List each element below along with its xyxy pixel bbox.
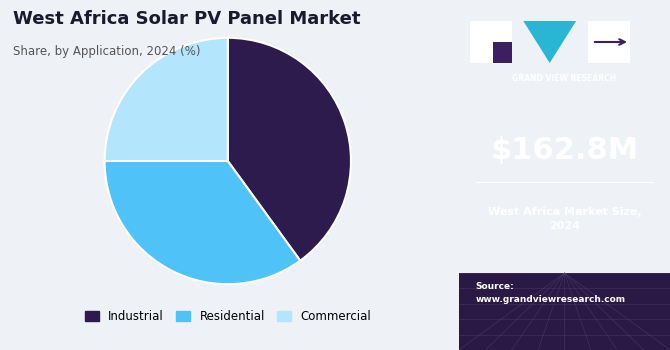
FancyBboxPatch shape	[588, 21, 630, 63]
Text: West Africa Market Size,
2024: West Africa Market Size, 2024	[488, 207, 641, 231]
Text: West Africa Solar PV Panel Market: West Africa Solar PV Panel Market	[13, 10, 361, 28]
FancyBboxPatch shape	[470, 21, 512, 63]
Wedge shape	[105, 161, 300, 284]
FancyBboxPatch shape	[459, 273, 670, 350]
Legend: Industrial, Residential, Commercial: Industrial, Residential, Commercial	[80, 305, 376, 328]
Text: Share, by Application, 2024 (%): Share, by Application, 2024 (%)	[13, 46, 201, 58]
Text: Source:
www.grandviewresearch.com: Source: www.grandviewresearch.com	[476, 282, 626, 304]
Polygon shape	[523, 21, 576, 63]
Text: GRAND VIEW RESEARCH: GRAND VIEW RESEARCH	[513, 74, 616, 83]
Wedge shape	[105, 38, 228, 161]
FancyBboxPatch shape	[492, 42, 512, 63]
Wedge shape	[228, 38, 351, 261]
Text: $162.8M: $162.8M	[490, 136, 639, 165]
